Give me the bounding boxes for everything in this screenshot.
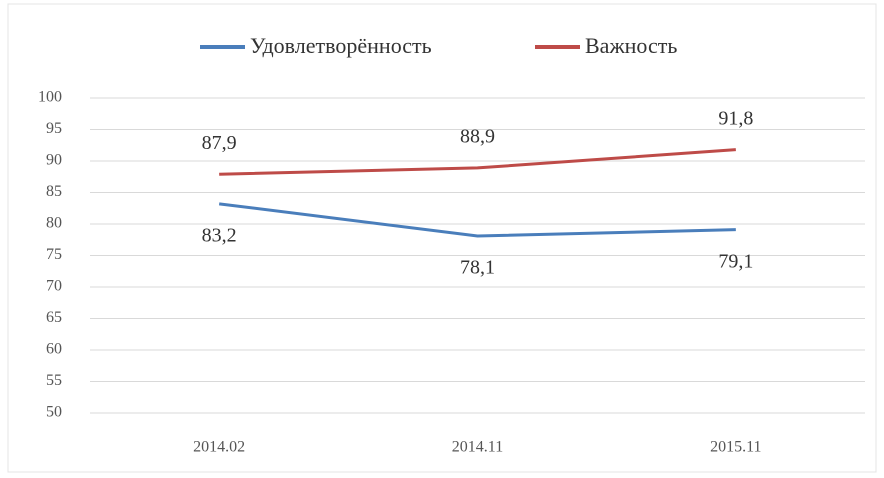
data-label: 83,2 bbox=[202, 224, 237, 246]
x-tick-label: 2014.02 bbox=[193, 439, 245, 456]
y-tick-label: 50 bbox=[46, 404, 62, 421]
data-label: 79,1 bbox=[718, 250, 753, 272]
y-tick-label: 75 bbox=[46, 246, 62, 263]
y-tick-label: 55 bbox=[46, 372, 62, 389]
y-tick-label: 85 bbox=[46, 183, 62, 200]
data-label: 88,9 bbox=[460, 126, 495, 148]
data-label: 87,9 bbox=[202, 132, 237, 154]
y-tick-label: 95 bbox=[46, 120, 62, 137]
data-label: 91,8 bbox=[718, 107, 753, 129]
legend-label: Удовлетворённость bbox=[250, 33, 432, 58]
y-tick-label: 100 bbox=[38, 89, 62, 106]
y-tick-label: 80 bbox=[46, 215, 62, 232]
legend-label: Важность bbox=[585, 33, 677, 58]
y-tick-label: 70 bbox=[46, 278, 62, 295]
y-tick-label: 90 bbox=[46, 152, 62, 169]
data-label: 78,1 bbox=[460, 257, 495, 279]
x-tick-label: 2014.11 bbox=[452, 439, 503, 456]
y-tick-label: 65 bbox=[46, 309, 62, 326]
chart-border bbox=[7, 3, 877, 473]
series-line bbox=[219, 148, 736, 176]
series-line bbox=[218, 202, 736, 238]
x-tick-label: 2015.11 bbox=[710, 439, 761, 456]
y-tick-label: 60 bbox=[46, 341, 62, 358]
